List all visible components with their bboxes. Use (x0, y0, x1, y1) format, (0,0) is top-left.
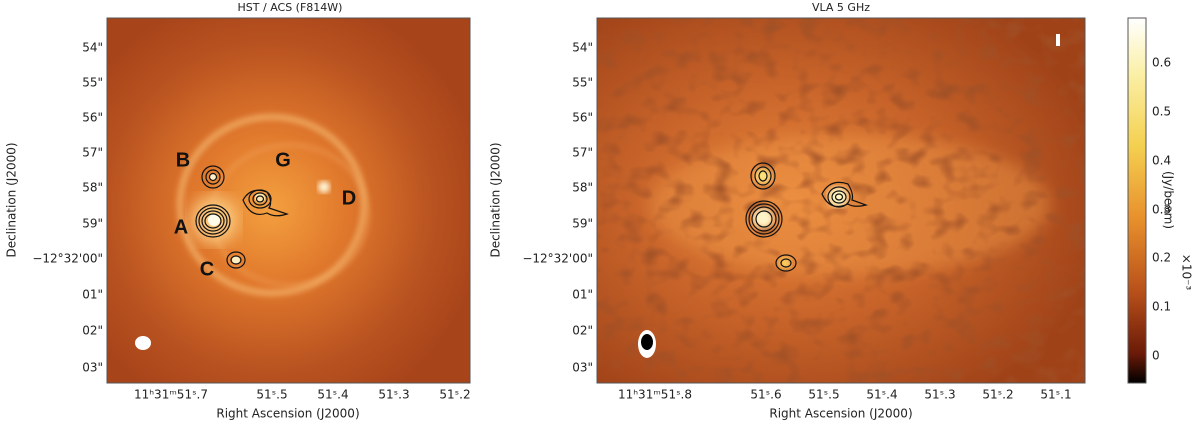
x-tick-label: 51ˢ.3 (378, 388, 409, 402)
colorbar-tick-label: 0.3 (1152, 203, 1171, 217)
x-tick-label: 51ˢ.2 (982, 388, 1013, 402)
source-label: A (174, 216, 188, 238)
hst-frame (106, 17, 471, 384)
source-label: D (342, 187, 356, 209)
y-tick-label: 01" (82, 288, 103, 302)
colorbar-tick-label: 0.5 (1152, 105, 1171, 119)
y-tick-label: −12°32'00" (522, 252, 593, 266)
source-label: C (200, 258, 214, 280)
y-tick-label: 57" (572, 146, 593, 160)
colorbar-tick-label: 0.2 (1152, 251, 1171, 265)
y-tick-label: 02" (82, 324, 103, 338)
x-axis-label: Right Ascension (J2000) (769, 407, 912, 421)
x-tick-label: 11ʰ31ᵐ51ˢ.7 (134, 388, 208, 402)
y-tick-label: 03" (572, 361, 593, 375)
y-tick-label: 56" (82, 111, 103, 125)
x-tick-label: 51ˢ.3 (924, 388, 955, 402)
x-tick-label: 11ʰ31ᵐ51ˢ.8 (618, 388, 692, 402)
y-tick-label: 54" (82, 41, 103, 55)
y-tick-label: 54" (572, 41, 593, 55)
x-tick-label: 51ˢ.6 (750, 388, 781, 402)
x-tick-label: 51ˢ.5 (808, 388, 839, 402)
y-axis-label: Declination (J2000) (489, 142, 503, 257)
y-tick-label: 58" (572, 181, 593, 195)
source-label: G (275, 149, 291, 171)
source-label: B (176, 149, 190, 171)
x-tick-label: 51ˢ.2 (439, 388, 470, 402)
y-tick-label: 55" (572, 76, 593, 90)
y-tick-label: 59" (572, 217, 593, 231)
colorbar (1127, 17, 1147, 384)
x-tick-label: 51ˢ.4 (317, 388, 348, 402)
vla-image (597, 18, 1085, 383)
vla-frame (596, 17, 1086, 384)
y-tick-label: 56" (572, 111, 593, 125)
y-tick-label: 03" (82, 361, 103, 375)
hst-image (107, 18, 470, 383)
y-tick-label: 02" (572, 324, 593, 338)
y-tick-label: 55" (82, 76, 103, 90)
colorbar-tick-label: 0.4 (1152, 154, 1171, 168)
panel-title: HST / ACS (F814W) (238, 1, 343, 14)
y-tick-label: 57" (82, 146, 103, 160)
colorbar-tick-label: 0.6 (1152, 56, 1171, 70)
y-tick-label: 01" (572, 288, 593, 302)
colorbar-tick-label: 0 (1152, 349, 1160, 363)
x-tick-label: 51ˢ.4 (866, 388, 897, 402)
x-tick-label: 51ˢ.1 (1040, 388, 1071, 402)
y-tick-label: −12°32'00" (32, 252, 103, 266)
y-axis-label: Declination (J2000) (5, 142, 19, 257)
y-tick-label: 58" (82, 181, 103, 195)
colorbar-tick-label: 0.1 (1152, 300, 1171, 314)
x-axis-label: Right Ascension (J2000) (216, 407, 359, 421)
colorbar-scale: ×10⁻³ (1180, 254, 1194, 291)
x-tick-label: 51ˢ.5 (256, 388, 287, 402)
y-tick-label: 59" (82, 217, 103, 231)
panel-title: VLA 5 GHz (812, 1, 870, 14)
colorbar-label: (Jy/beam) (1162, 171, 1176, 229)
